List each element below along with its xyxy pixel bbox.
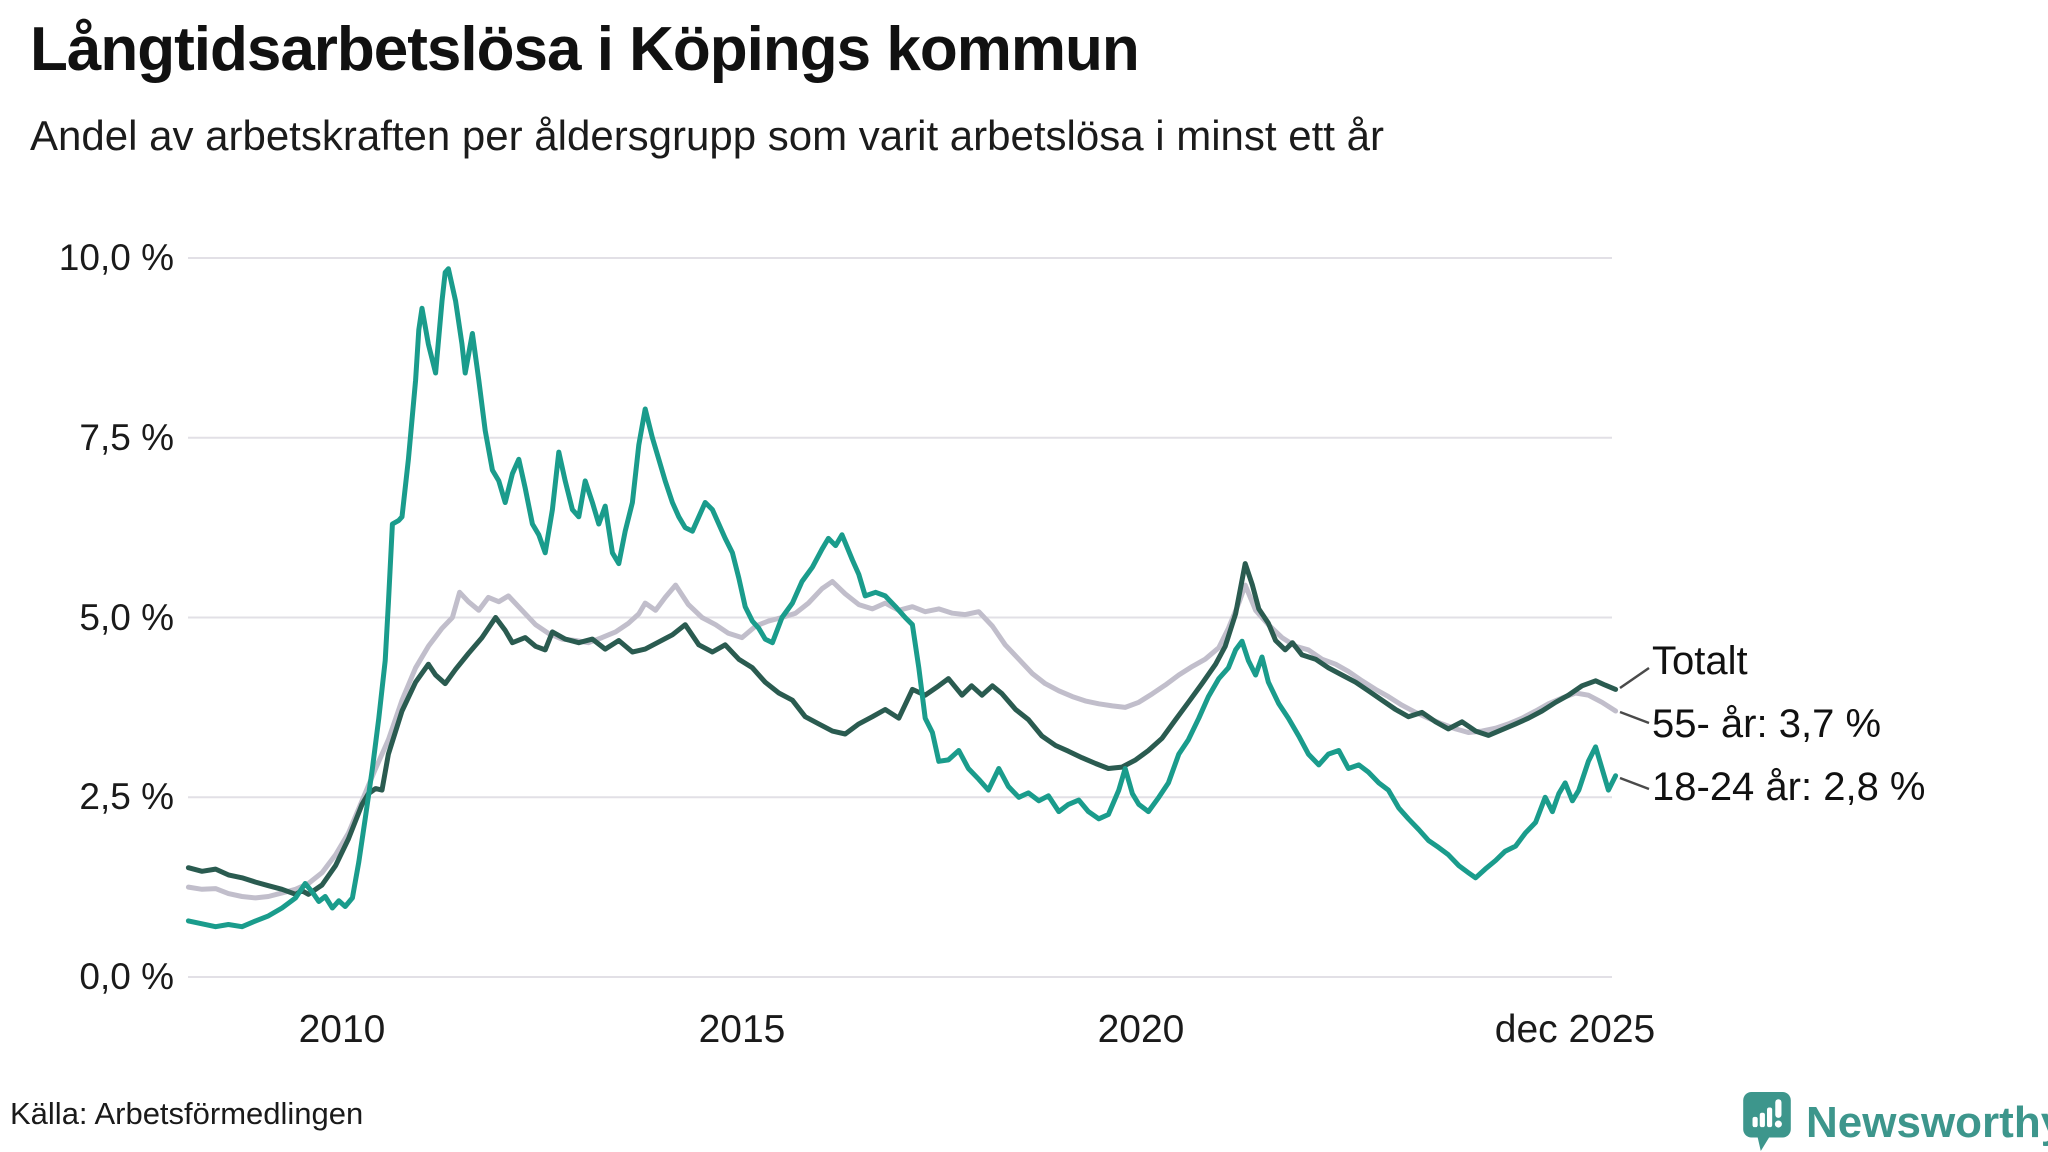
x-axis-tick-2020: 2020 bbox=[1097, 1008, 1185, 1051]
y-axis-tick-7-5: 7,5 % bbox=[79, 417, 174, 458]
logo-bar-3 bbox=[1767, 1107, 1773, 1128]
series-label-55: 55- år: 3,7 % bbox=[1652, 702, 1882, 746]
series-line-a55 bbox=[185, 579, 1619, 901]
series-label-totalt: Totalt bbox=[1652, 639, 1748, 683]
newsworthy-logo: Newsworthy bbox=[1742, 1092, 2048, 1152]
logo-bar-1 bbox=[1752, 1116, 1758, 1128]
y-axis-tick-5: 5,0 % bbox=[79, 597, 174, 638]
x-axis-tick-2015: 2015 bbox=[698, 1008, 786, 1051]
newsworthy-logo-icon bbox=[1743, 1092, 1791, 1151]
leader-line-55 bbox=[1619, 710, 1650, 725]
logo-exclamation-dot bbox=[1774, 1120, 1782, 1128]
newsworthy-wordmark: Newsworthy bbox=[1806, 1098, 2048, 1147]
series-label-18-24: 18-24 år: 2,8 % bbox=[1652, 765, 1926, 809]
x-axis-tick-2010: 2010 bbox=[298, 1008, 386, 1051]
leader-line-totalt bbox=[1619, 666, 1650, 690]
chart-title: Långtidsarbetslösa i Köpings kommun bbox=[30, 15, 1140, 84]
logo-exclamation-bar bbox=[1775, 1099, 1782, 1118]
logo-bar-2 bbox=[1759, 1112, 1765, 1128]
source-note: Källa: Arbetsförmedlingen bbox=[10, 1096, 364, 1131]
x-axis-tick-dec-2025: dec 2025 bbox=[1494, 1008, 1656, 1051]
series-line-y1824 bbox=[185, 266, 1619, 930]
chart-subtitle: Andel av arbetskraften per åldersgrupp s… bbox=[30, 112, 1384, 159]
y-axis-tick-10: 10,0 % bbox=[58, 237, 174, 278]
series-line-totalt bbox=[185, 561, 1619, 897]
y-axis-tick-2-5: 2,5 % bbox=[79, 776, 174, 817]
y-axis-tick-0: 0,0 % bbox=[79, 956, 174, 997]
leader-line-18-24 bbox=[1619, 776, 1650, 791]
